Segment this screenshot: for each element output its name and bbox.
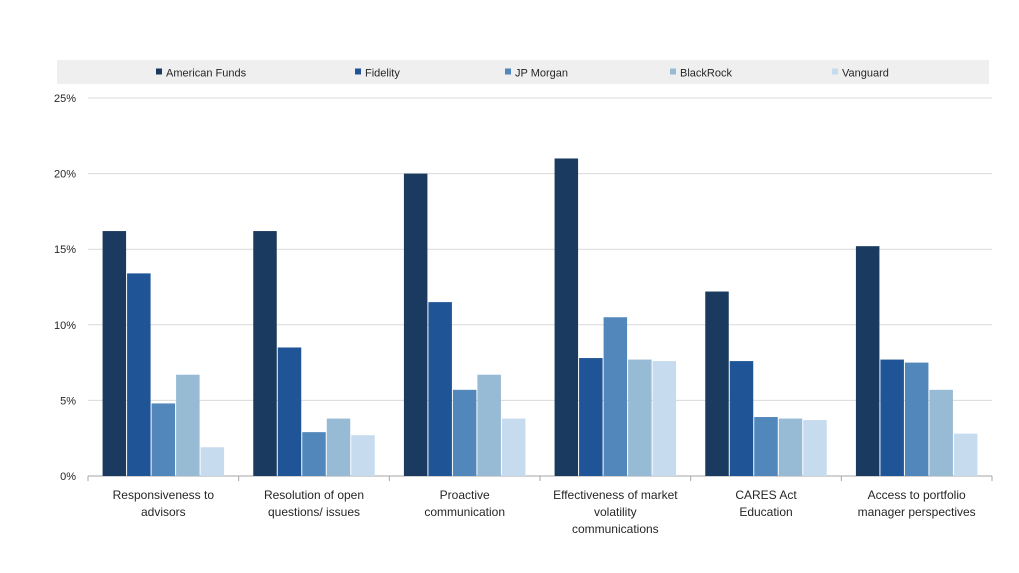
x-tick-label: Resolution of open questions/ issues — [264, 488, 364, 519]
bar — [127, 273, 151, 476]
legend-swatch — [156, 68, 162, 75]
bar — [477, 374, 501, 476]
bar — [326, 418, 351, 476]
bar — [403, 173, 428, 476]
x-tick-label-line: Education — [739, 505, 792, 519]
bar — [729, 361, 754, 476]
legend-label: American Funds — [166, 68, 247, 80]
y-tick-label: 20% — [54, 169, 76, 181]
y-tick-label: 25% — [54, 93, 76, 105]
bar — [554, 158, 579, 477]
x-tick-label-line: Responsiveness to — [113, 488, 215, 502]
bar — [302, 432, 326, 476]
x-tick-label-line: volatility — [594, 505, 637, 519]
x-tick-label-line: Proactive — [440, 488, 490, 502]
bar — [501, 418, 526, 476]
bar — [428, 302, 452, 476]
bar — [929, 389, 953, 476]
bar — [803, 420, 827, 476]
y-tick-label: 10% — [54, 320, 76, 332]
legend-label: Vanguard — [842, 68, 889, 80]
y-tick-label: 0% — [60, 471, 76, 483]
bar — [176, 374, 200, 476]
x-tick-label-line: advisors — [141, 505, 186, 519]
bar — [579, 358, 603, 476]
legend-label: BlackRock — [680, 68, 732, 80]
bar — [253, 231, 277, 476]
legend-swatch — [355, 68, 361, 75]
x-tick-label-line: CARES Act — [735, 488, 797, 502]
bar — [953, 433, 978, 476]
x-tick-label-line: questions/ issues — [268, 505, 360, 519]
bar — [778, 418, 803, 476]
x-tick-label-line: manager perspectives — [858, 505, 976, 519]
x-tick-label-line: communication — [424, 505, 505, 519]
y-axis: 0% 5% 10% 15% 20% 25% — [54, 93, 76, 483]
bar — [880, 359, 904, 476]
bar — [200, 447, 225, 476]
legend-label: JP Morgan — [515, 68, 568, 80]
legend-swatch — [832, 68, 838, 75]
y-tick-label: 5% — [60, 395, 76, 407]
bar — [452, 389, 477, 476]
legend-swatch — [505, 68, 511, 75]
bar — [652, 361, 677, 476]
x-tick-label-line: Access to portfolio — [868, 488, 966, 502]
x-tick-label: Effectiveness of market volatility communi… — [553, 488, 678, 536]
x-tick-label-line: Effectiveness of market — [553, 488, 678, 502]
bar — [754, 417, 778, 476]
bar — [705, 291, 729, 476]
bar — [855, 246, 880, 476]
x-tick-label: Proactive communication — [424, 488, 505, 519]
legend: American Funds Fidelity JP Morgan BlackRock… — [156, 68, 889, 80]
bar — [603, 317, 628, 476]
x-tick-label: Responsiveness to advisors — [113, 488, 215, 519]
x-tick-label: CARES Act Education — [735, 488, 797, 519]
x-tick-label-line: communications — [572, 522, 659, 536]
bar — [904, 362, 929, 476]
legend-swatch — [670, 68, 676, 75]
x-axis: Responsiveness to advisors Resolution of o… — [87, 476, 993, 536]
x-tick-label: Access to portfolio manager perspectives — [858, 488, 976, 519]
bar — [628, 359, 652, 476]
bar — [277, 347, 302, 476]
legend-label: Fidelity — [365, 68, 400, 80]
x-tick-label-line: Resolution of open — [264, 488, 364, 502]
y-tick-label: 15% — [54, 244, 76, 256]
bar — [151, 403, 176, 476]
bars — [102, 158, 978, 477]
bar — [351, 435, 375, 476]
bar — [102, 231, 127, 476]
